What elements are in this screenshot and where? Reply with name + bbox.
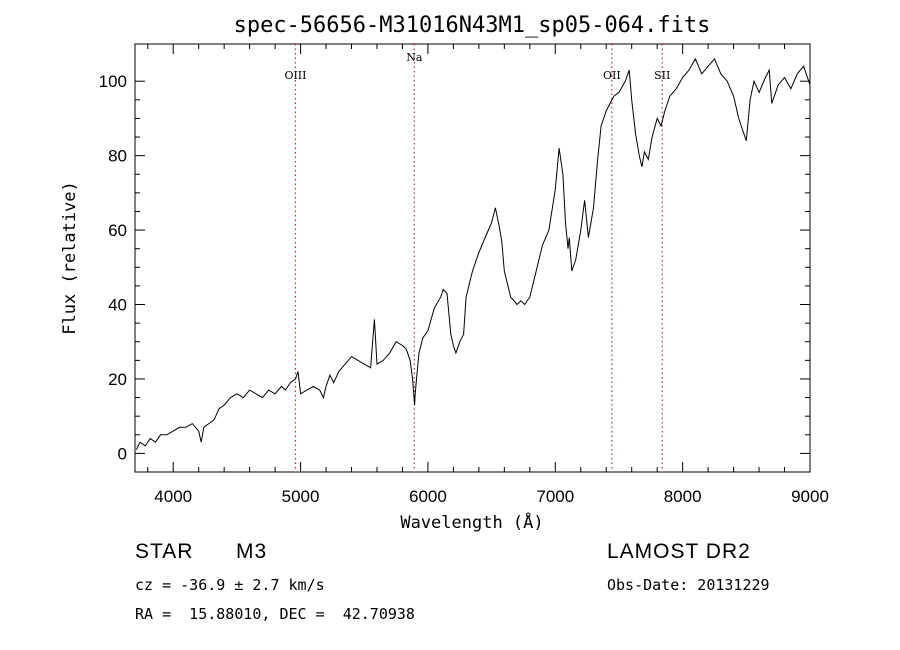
x-tick-label: 8000 (664, 487, 702, 506)
y-tick-label: 60 (108, 221, 127, 240)
survey-name: LAMOST DR2 (607, 540, 751, 563)
coordinates-info: RA = 15.88010, DEC = 42.70938 (135, 605, 415, 623)
x-axis-label: Wavelength (Å) (400, 511, 543, 533)
x-tick-label: 6000 (409, 487, 447, 506)
line-label-sii: SII (654, 69, 670, 82)
x-tick-label: 7000 (536, 487, 574, 506)
y-tick-label: 80 (108, 147, 127, 166)
spectrum-line (135, 57, 811, 450)
y-tick-label: 20 (108, 370, 127, 389)
x-tick-label: 9000 (791, 487, 829, 506)
redshift-info: cz = -36.9 ± 2.7 km/s (135, 576, 325, 594)
line-label-na: Na (406, 51, 423, 64)
y-tick-label: 0 (118, 444, 127, 463)
plot-frame (134, 43, 811, 473)
observation-date: Obs-Date: 20131229 (607, 576, 770, 594)
chart-title: spec-56656-M31016N43M1_sp05-064.fits (234, 13, 711, 38)
y-tick-label: 100 (99, 72, 127, 91)
y-axis-label: Flux (relative) (60, 181, 80, 335)
axes: 4000 5000 6000 7000 8000 9000 0 20 40 60 80 100 (99, 44, 829, 506)
line-label-oiii: OIII (284, 69, 306, 82)
spectrum-chart: spec-56656-M31016N43M1_sp05-064.fits 400… (60, 13, 829, 533)
x-tick-label: 5000 (282, 487, 320, 506)
object-class: STAR (135, 540, 194, 563)
y-tick-label: 40 (108, 296, 127, 315)
object-subclass: M3 (236, 540, 268, 563)
x-tick-label: 4000 (154, 487, 192, 506)
line-label-oii: OII (603, 69, 621, 82)
